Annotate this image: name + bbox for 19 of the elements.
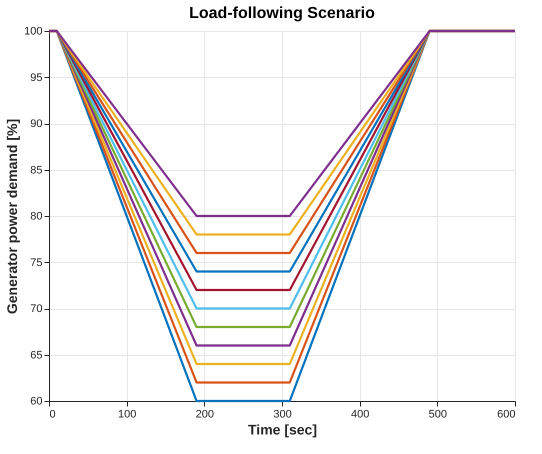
x-tick-label: 500: [428, 408, 448, 420]
y-tick-label: 90: [30, 118, 42, 130]
y-tick-label: 100: [24, 26, 42, 38]
y-tick-label: 95: [30, 72, 42, 84]
y-tick-label: 75: [30, 256, 42, 269]
x-tick-label: 400: [350, 408, 370, 420]
x-tick-label: 600: [497, 408, 516, 420]
y-tick-label: 85: [30, 164, 42, 176]
y-tick-label: 60: [30, 396, 42, 408]
x-axis-title: Time [sec]: [248, 422, 317, 438]
x-tick-label: 100: [118, 408, 136, 420]
y-tick-label: 80: [30, 210, 42, 222]
y-tick-label: 65: [30, 349, 42, 362]
x-tick-label: 200: [196, 408, 214, 420]
x-tick-label: 0: [50, 408, 56, 420]
y-axis-title: Generator power demand [%]: [4, 118, 20, 314]
chart-title: Load-following Scenario: [189, 5, 376, 22]
y-tick-label: 70: [30, 303, 42, 315]
x-tick-label: 300: [273, 408, 292, 420]
